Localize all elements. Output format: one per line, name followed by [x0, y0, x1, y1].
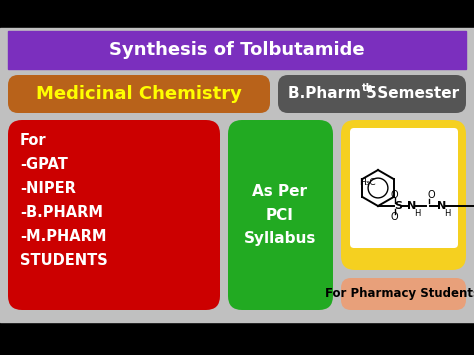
Text: B.Pharm 5: B.Pharm 5: [288, 87, 377, 102]
Text: N: N: [438, 201, 447, 211]
Text: Medicinal Chemistry: Medicinal Chemistry: [36, 85, 242, 103]
Text: S: S: [394, 201, 402, 211]
Text: For
-GPAT
-NIPER
-B.PHARM
-M.PHARM
STUDENTS: For -GPAT -NIPER -B.PHARM -M.PHARM STUDE…: [20, 133, 108, 268]
FancyBboxPatch shape: [8, 75, 270, 113]
Text: O: O: [427, 190, 435, 200]
Text: H₃C: H₃C: [359, 178, 376, 187]
Text: Semester: Semester: [372, 87, 459, 102]
Text: As Per
PCI
Syllabus: As Per PCI Syllabus: [244, 184, 316, 246]
FancyBboxPatch shape: [350, 128, 458, 248]
FancyBboxPatch shape: [228, 120, 333, 310]
Text: O: O: [390, 190, 398, 200]
FancyBboxPatch shape: [278, 75, 466, 113]
Bar: [8, 31, 466, 69]
Text: For Pharmacy Students: For Pharmacy Students: [326, 288, 474, 300]
Bar: [0, 322, 474, 355]
Text: O: O: [390, 212, 398, 222]
Text: Synthesis of Tolbutamide: Synthesis of Tolbutamide: [109, 41, 365, 59]
Bar: [0, 28, 474, 322]
Text: H: H: [414, 208, 420, 218]
FancyBboxPatch shape: [341, 278, 466, 310]
Text: N: N: [407, 201, 417, 211]
FancyBboxPatch shape: [8, 120, 220, 310]
FancyBboxPatch shape: [341, 120, 466, 270]
Text: th: th: [362, 83, 374, 93]
Text: H: H: [444, 208, 450, 218]
Bar: [0, 0, 474, 28]
